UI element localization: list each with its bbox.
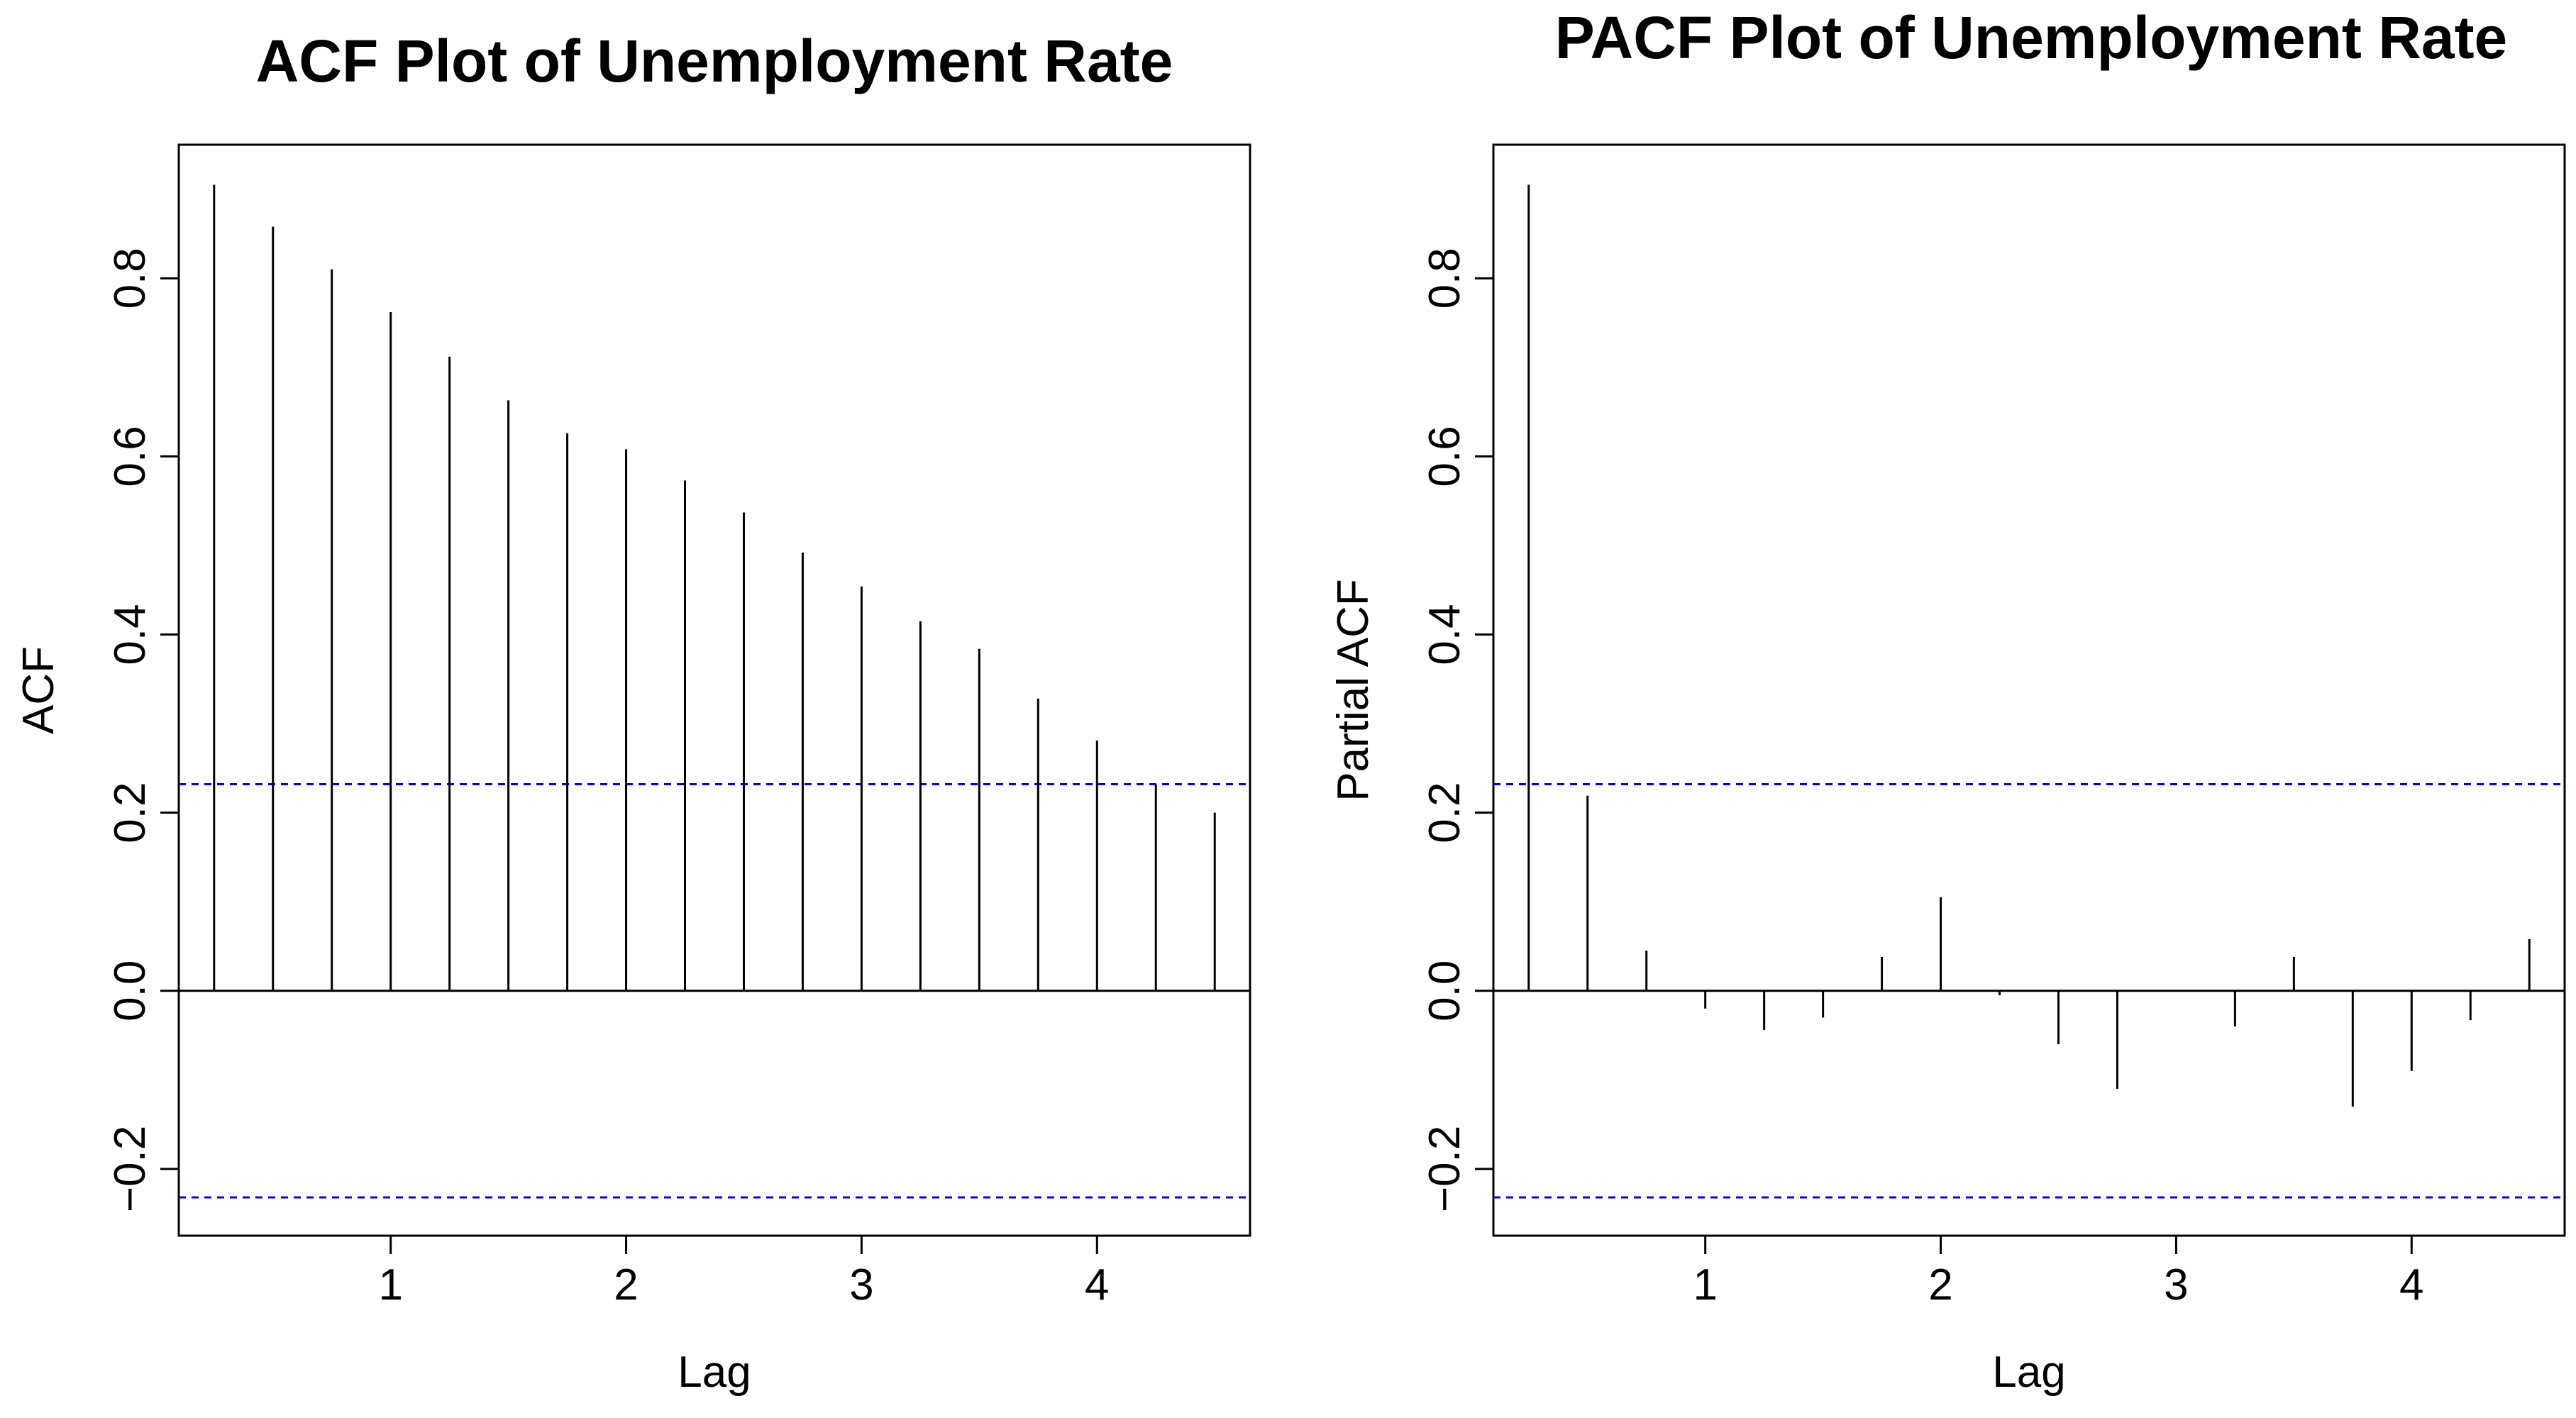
acf-y-tick-label: 0.2 xyxy=(106,782,155,843)
acf-x-axis: 1 2 3 4 xyxy=(378,1236,1110,1309)
pacf-panel: PACF Plot of Unemployment Rate 1 2 3 4 −0.2… xyxy=(1329,4,2566,1397)
acf-panel: ACF Plot of Unemployment Rate 1 2 3 4 −0.2 0… xyxy=(14,28,1251,1397)
pacf-y-tick-label: −0.2 xyxy=(1420,1126,1469,1212)
pacf-y-tick-label: 0.4 xyxy=(1420,604,1469,665)
pacf-x-axis: 1 2 3 4 xyxy=(1693,1236,2424,1309)
acf-x-tick-label: 3 xyxy=(849,1261,873,1309)
acf-x-tick-label: 1 xyxy=(378,1261,402,1309)
pacf-x-tick-label: 1 xyxy=(1693,1261,1717,1309)
acf-bars xyxy=(179,184,1250,992)
pacf-bars xyxy=(1493,184,2565,1107)
acf-y-tick-label: 0.4 xyxy=(106,604,155,665)
acf-y-tick-label: −0.2 xyxy=(106,1126,155,1212)
acf-y-tick-label: 0.0 xyxy=(106,960,155,1021)
acf-y-axis: −0.2 0.0 0.2 0.4 0.6 0.8 xyxy=(106,248,179,1212)
pacf-y-tick-label: 0.2 xyxy=(1420,782,1469,843)
pacf-x-tick-label: 3 xyxy=(2164,1261,2188,1309)
pacf-chart-title: PACF Plot of Unemployment Rate xyxy=(1555,4,2508,71)
acf-x-tick-label: 2 xyxy=(614,1261,638,1309)
acf-y-tick-label: 0.6 xyxy=(106,426,155,487)
acf-plot-frame xyxy=(177,143,1251,1237)
pacf-x-tick-label: 2 xyxy=(1928,1261,1952,1309)
pacf-x-tick-label: 4 xyxy=(2399,1261,2423,1309)
acf-x-tick-label: 4 xyxy=(1085,1261,1109,1309)
pacf-x-axis-label: Lag xyxy=(1992,1348,2065,1397)
pacf-y-tick-label: 0.0 xyxy=(1420,960,1469,1021)
pacf-y-axis: −0.2 0.0 0.2 0.4 0.6 0.8 xyxy=(1420,248,1493,1212)
acf-x-axis-label: Lag xyxy=(678,1348,751,1397)
acf-chart-title: ACF Plot of Unemployment Rate xyxy=(256,28,1173,94)
acf-y-tick-label: 0.8 xyxy=(106,248,155,309)
pacf-y-tick-label: 0.6 xyxy=(1420,426,1469,487)
pacf-y-axis-label: Partial ACF xyxy=(1329,579,1378,802)
pacf-plot-frame xyxy=(1492,143,2566,1237)
pacf-y-tick-label: 0.8 xyxy=(1420,248,1469,309)
acf-y-axis-label: ACF xyxy=(14,646,63,734)
